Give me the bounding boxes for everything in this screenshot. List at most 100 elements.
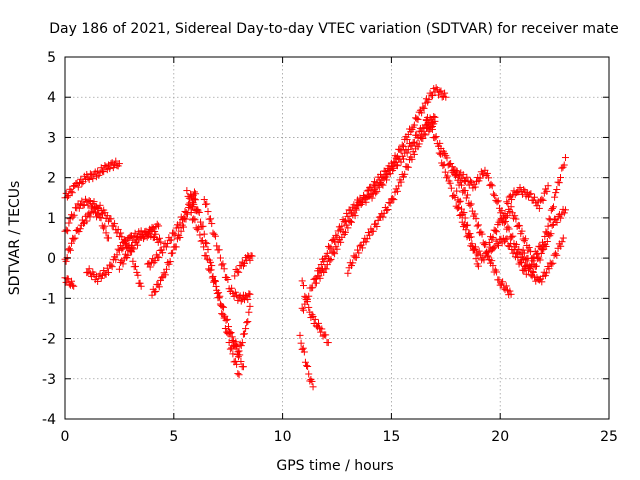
data-point [223,315,231,323]
data-point [539,196,547,204]
data-point [75,204,83,212]
data-point [553,251,561,259]
data-point [389,195,397,203]
data-point [395,182,403,190]
data-point [508,233,516,241]
data-point [233,360,241,368]
data-point [482,240,490,248]
data-point [244,295,252,303]
data-point [318,325,326,333]
data-point [74,183,82,191]
data-point [183,187,191,195]
data-point [246,290,254,298]
data-point [85,265,93,273]
data-point [315,319,323,327]
data-point [538,195,546,203]
data-point [239,363,247,371]
data-point [464,221,472,229]
data-point [155,253,163,261]
data-point [538,278,546,286]
data-point [155,222,163,230]
data-point [62,257,70,265]
data-point [233,267,241,275]
data-point [65,219,73,227]
data-point [560,209,568,217]
data-point [71,234,79,242]
data-point [436,139,444,147]
data-point [487,180,495,188]
data-point [527,190,535,198]
data-point [386,199,394,207]
data-point [190,215,198,223]
data-point [113,251,121,259]
data-point [190,195,198,203]
data-point [115,265,123,273]
data-point [548,204,556,212]
data-point [452,167,460,175]
data-point [111,220,119,228]
data-point [308,311,316,319]
data-point [509,232,517,240]
data-point [242,291,250,299]
data-point [401,170,409,178]
data-point [483,169,491,177]
data-point [513,250,521,258]
data-point [453,167,461,175]
x-tick-label: 5 [169,429,178,445]
data-point [466,201,474,209]
data-point [133,268,141,276]
data-point [327,244,335,252]
data-point [215,294,223,302]
data-point [458,181,466,189]
y-tick-label: -4 [42,412,56,428]
data-point [114,225,122,233]
data-point [464,191,472,199]
data-point [134,271,142,279]
data-point [404,163,412,171]
data-point [65,192,73,200]
data-point [541,232,549,240]
data-point [323,261,331,269]
data-point [153,220,161,228]
data-point [545,265,553,273]
data-point [379,181,387,189]
data-point [475,247,483,255]
data-point [242,325,250,333]
data-point [232,338,240,346]
data-point [344,212,352,220]
data-point [89,175,97,183]
series-arc-h [144,200,202,271]
data-point [520,237,528,245]
data-point [372,189,380,197]
data-point [90,204,98,212]
data-point [471,210,479,218]
data-point [493,268,501,276]
data-point [143,230,151,238]
data-point [213,242,221,250]
data-point [441,89,449,97]
data-point [344,269,352,277]
data-point [512,240,520,248]
data-point [435,91,443,99]
series-arc-o [296,331,317,391]
data-point [234,348,242,356]
data-point [421,131,429,139]
data-point [208,220,216,228]
data-point [436,88,444,96]
data-point [171,231,179,239]
data-point [553,218,561,226]
data-point [296,331,304,339]
data-point [507,290,515,298]
data-point [155,283,163,291]
data-point [369,227,377,235]
data-point [354,246,362,254]
data-point [361,193,369,201]
data-point [551,193,559,201]
data-point [207,266,215,274]
data-point [553,186,561,194]
data-point [425,118,433,126]
data-point [187,209,195,217]
data-point [323,249,331,257]
data-point [549,220,557,228]
data-point [107,215,115,223]
